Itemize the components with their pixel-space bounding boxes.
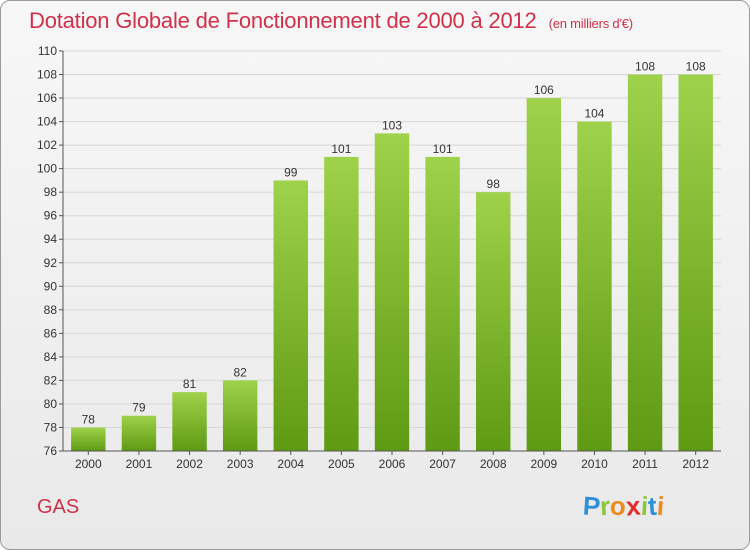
data-labels: 78 79 81 82 99 101 103 101 98 106 104 108 108 bbox=[82, 60, 706, 427]
x-tick-label-2011: 2011 bbox=[632, 457, 658, 471]
y-tick-label: 88 bbox=[44, 303, 58, 317]
x-tick-label-2009: 2009 bbox=[530, 457, 557, 471]
y-tick-label: 86 bbox=[44, 326, 58, 340]
bar-2003 bbox=[222, 380, 258, 451]
y-axis: 76 78 80 82 84 86 88 90 92 94 96 98 100 102 104 106 108 1… bbox=[37, 44, 64, 458]
bar-2008 bbox=[476, 192, 511, 452]
logo-letter: i bbox=[655, 490, 666, 522]
bar-2006 bbox=[374, 133, 410, 451]
data-label-2012: 108 bbox=[686, 60, 706, 74]
x-tick-label-2006: 2006 bbox=[379, 457, 406, 471]
data-label-2004: 99 bbox=[284, 165, 298, 179]
x-tick-label-2012: 2012 bbox=[682, 457, 709, 471]
bar-2002 bbox=[172, 392, 207, 451]
x-tick-label-2003: 2003 bbox=[227, 457, 254, 471]
x-tick-label-2007: 2007 bbox=[429, 457, 456, 471]
data-label-2000: 78 bbox=[82, 412, 96, 426]
data-label-2008: 98 bbox=[487, 177, 501, 191]
x-tick-label-2008: 2008 bbox=[480, 457, 507, 471]
bar-2000 bbox=[71, 427, 106, 451]
y-tick-label: 80 bbox=[44, 397, 58, 411]
bar-2005 bbox=[324, 156, 359, 451]
y-tick-label: 110 bbox=[38, 44, 57, 58]
chart-title: Dotation Globale de Fonctionnement de 20… bbox=[29, 8, 633, 34]
chart-title-text: Dotation Globale de Fonctionnement de 20… bbox=[29, 8, 537, 33]
y-tick-label: 84 bbox=[44, 350, 58, 364]
commune-name: GAS bbox=[37, 496, 80, 518]
proxiti-logo[interactable]: Proxiti bbox=[582, 490, 666, 522]
y-tick-label: 104 bbox=[37, 115, 57, 129]
bar-2009 bbox=[526, 98, 562, 451]
y-tick-label: 100 bbox=[37, 162, 57, 176]
data-label-2009: 106 bbox=[534, 83, 554, 97]
y-tick-label: 76 bbox=[44, 444, 58, 458]
data-label-2011: 108 bbox=[635, 60, 655, 74]
data-label-2001: 79 bbox=[132, 401, 146, 415]
chart-subtitle: (en milliers d'€) bbox=[548, 16, 634, 31]
y-tick-label: 102 bbox=[37, 138, 57, 152]
bar-2007 bbox=[425, 156, 460, 451]
data-label-2002: 81 bbox=[183, 377, 197, 391]
data-label-2005: 101 bbox=[331, 142, 351, 156]
y-tick-label: 108 bbox=[37, 68, 57, 82]
x-tick-label-2002: 2002 bbox=[176, 457, 203, 471]
y-tick-label: 82 bbox=[44, 373, 58, 387]
bars bbox=[71, 74, 713, 452]
bar-2004 bbox=[273, 180, 308, 452]
y-tick-label: 90 bbox=[44, 279, 58, 293]
data-label-2007: 101 bbox=[433, 142, 453, 156]
data-label-2003: 82 bbox=[233, 365, 247, 379]
x-tick-label-2001: 2001 bbox=[126, 457, 153, 471]
x-axis: 2000 2001 2002 2003 2004 2005 2006 2007 2008 2009… bbox=[63, 450, 721, 471]
y-tick-label: 94 bbox=[44, 232, 58, 246]
x-tick-label-2005: 2005 bbox=[328, 457, 355, 471]
x-tick-label-2010: 2010 bbox=[581, 457, 608, 471]
data-label-2010: 104 bbox=[584, 107, 604, 121]
bar-2001 bbox=[121, 415, 157, 451]
y-tick-label: 98 bbox=[44, 185, 58, 199]
data-label-2006: 103 bbox=[382, 118, 402, 132]
y-tick-label: 78 bbox=[44, 420, 58, 434]
x-tick-label-2004: 2004 bbox=[277, 457, 304, 471]
y-tick-label: 92 bbox=[44, 256, 58, 270]
bar-2011 bbox=[627, 74, 663, 451]
x-tick-label-2000: 2000 bbox=[75, 457, 102, 471]
bar-2012 bbox=[678, 74, 713, 451]
bar-2010 bbox=[577, 121, 612, 452]
y-tick-label: 96 bbox=[44, 209, 58, 223]
y-tick-label: 106 bbox=[37, 91, 57, 105]
